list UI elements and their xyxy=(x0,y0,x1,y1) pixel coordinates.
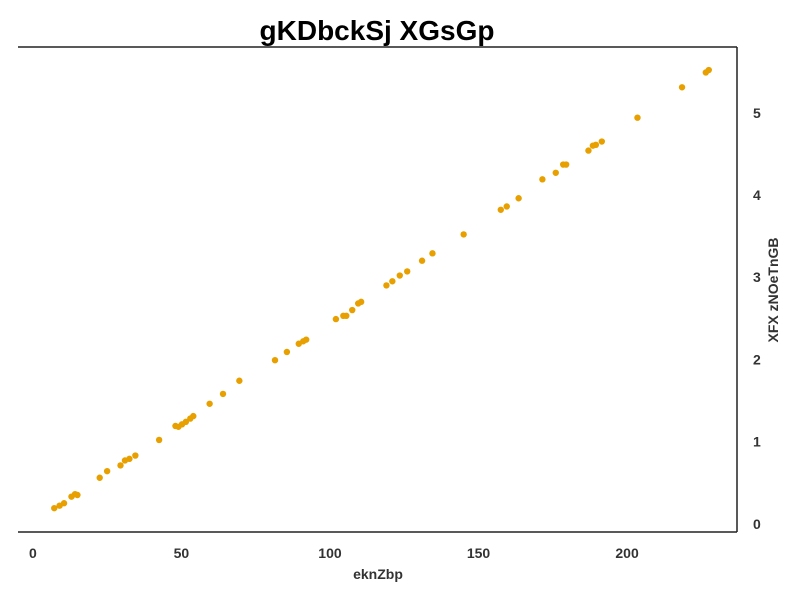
data-point xyxy=(678,84,686,91)
y-tick-label: 1 xyxy=(753,434,761,450)
data-point xyxy=(429,250,436,257)
data-point xyxy=(271,356,279,364)
data-point xyxy=(190,412,197,420)
data-point xyxy=(497,206,504,213)
data-point xyxy=(302,336,310,343)
data-point xyxy=(404,268,411,275)
x-tick-label: 200 xyxy=(615,545,639,561)
x-tick-label: 100 xyxy=(318,545,342,561)
data-point xyxy=(74,491,81,499)
data-point xyxy=(219,390,227,398)
data-point xyxy=(343,312,350,320)
x-tick-label: 0 xyxy=(29,545,37,561)
data-point xyxy=(103,467,111,475)
y-tick-labels: 0 1 2 3 4 5 xyxy=(753,105,761,532)
data-points xyxy=(51,66,712,512)
data-point xyxy=(126,455,133,463)
y-tick-label: 2 xyxy=(753,351,761,367)
data-point xyxy=(634,114,641,121)
data-point xyxy=(182,418,190,426)
data-point xyxy=(539,176,546,183)
x-tick-label: 50 xyxy=(174,545,190,561)
data-point xyxy=(552,169,559,176)
data-point xyxy=(396,272,403,279)
data-point xyxy=(598,138,606,145)
data-point xyxy=(236,377,243,384)
data-point xyxy=(51,504,58,512)
data-point xyxy=(383,282,390,289)
data-point xyxy=(96,474,103,481)
y-tick-label: 0 xyxy=(753,516,761,532)
data-point xyxy=(117,462,124,469)
data-point xyxy=(562,161,570,168)
data-point xyxy=(155,436,163,444)
data-point xyxy=(283,348,291,356)
y-tick-label: 4 xyxy=(753,187,761,203)
y-tick-label: 3 xyxy=(753,269,761,285)
data-point xyxy=(60,500,68,507)
data-point xyxy=(357,298,365,306)
data-point xyxy=(515,195,522,202)
data-point xyxy=(460,231,467,238)
data-point xyxy=(503,203,510,210)
data-point xyxy=(206,400,213,407)
data-point xyxy=(332,315,340,323)
data-point xyxy=(132,452,139,459)
chart-title: gKDbckSj XGsGp xyxy=(260,15,495,46)
data-point xyxy=(349,306,356,314)
data-point xyxy=(389,278,396,285)
axes-frame xyxy=(18,46,738,533)
y-axis-label: XFX zNOeTnGB xyxy=(765,237,781,342)
x-tick-label: 150 xyxy=(467,545,491,561)
data-point xyxy=(705,66,712,74)
data-point xyxy=(585,147,592,154)
data-point xyxy=(592,141,600,149)
x-tick-labels: 0 50 100 150 200 xyxy=(29,545,639,561)
data-point xyxy=(418,257,426,264)
y-tick-label: 5 xyxy=(753,105,761,121)
x-axis-label: eknZbp xyxy=(353,566,403,582)
